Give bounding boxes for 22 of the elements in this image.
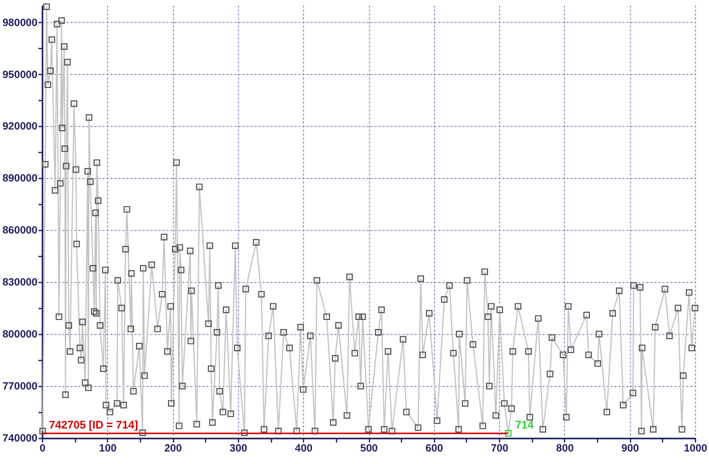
- x-tick-label: 400: [294, 442, 313, 454]
- annotation: 714: [515, 419, 534, 432]
- y-tick-label: 860000: [2, 224, 38, 237]
- annotation: 742705 [ID = 714]: [49, 419, 138, 432]
- x-tick-label: 0: [40, 442, 46, 454]
- y-tick-label: 830000: [2, 276, 38, 289]
- x-tick-label: 500: [360, 442, 378, 454]
- x-tick-label: 300: [230, 442, 248, 454]
- y-tick-label: 770000: [2, 380, 38, 393]
- x-tick-label: 900: [621, 442, 640, 454]
- x-tick-label: 1000: [684, 442, 708, 454]
- y-tick-label: 920000: [2, 120, 38, 133]
- y-tick-label: 800000: [2, 328, 38, 341]
- y-tick-label: 980000: [2, 16, 38, 29]
- x-tick-label: 700: [490, 442, 509, 454]
- x-tick-label: 600: [426, 442, 444, 454]
- y-tick-label: 890000: [2, 172, 38, 185]
- y-tick-label: 950000: [2, 68, 38, 81]
- x-tick-label: 200: [164, 442, 182, 454]
- x-tick-label: 100: [99, 442, 117, 454]
- x-tick-label: 800: [556, 442, 574, 454]
- y-tick-label: 740000: [2, 432, 38, 444]
